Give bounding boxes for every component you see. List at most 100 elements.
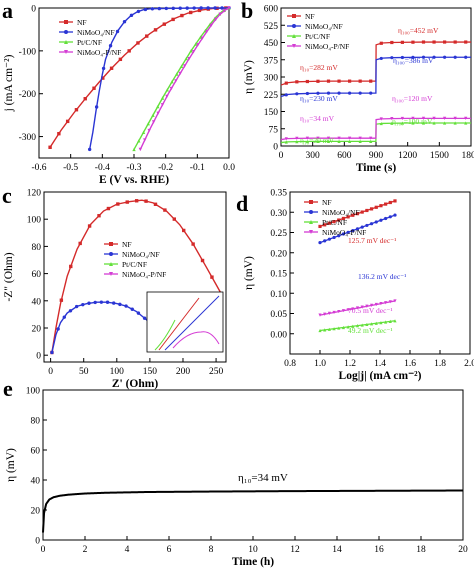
panel-c-point (87, 301, 91, 305)
panel-d-legend-marker (309, 210, 313, 214)
panel-a-legend-label: NiMoO₄/NF (77, 28, 115, 37)
panel-d-axes: 0.8 1.0 1.2 1.4 1.6 1.8 2.0 0.00 0.05 0.10 0.15 0.2… (243, 189, 474, 383)
panel-a-point (209, 23, 213, 27)
panel-a-legend-label: NF (77, 18, 87, 27)
panel-b-point (358, 139, 362, 143)
panel-b-point (443, 55, 447, 59)
panel-d-y-tick-label: 0.30 (270, 209, 287, 219)
panel-b-annotation: η₁₀₀=452 mV (398, 26, 439, 35)
panel-b-point (284, 140, 288, 144)
panel-d-point (388, 319, 392, 323)
panel-d-point (388, 215, 392, 219)
panel-a-y-tick-label: -200 (19, 90, 37, 100)
panel-d-annotation: 125.7 mV dec⁻¹ (348, 236, 396, 245)
panel-d-point (393, 319, 397, 323)
panel-c-point (74, 304, 79, 309)
panel-c-legend-label: Pt/C/NF (122, 260, 147, 269)
panel-b-point (358, 136, 362, 140)
panel-e-y-tick-label: 100 (26, 387, 41, 397)
panel-b-point (464, 55, 468, 59)
panel-a-point (101, 66, 106, 71)
panel-c-y-tick-label: 100 (27, 216, 42, 226)
panel-d-point (337, 234, 341, 238)
panel-d-point (327, 221, 331, 225)
panel-b-point (348, 91, 352, 95)
panel-d-point (384, 301, 388, 305)
panel-d-x-tick-label: 1.2 (344, 359, 356, 369)
panel-d-point (323, 223, 327, 227)
panel-b-point (337, 136, 341, 140)
panel-b-point (284, 81, 288, 85)
panel-d-x-tick-label: 1.8 (434, 359, 446, 369)
panel-a-point (137, 139, 141, 143)
panel-c-point (210, 275, 214, 279)
panel-d-point (365, 322, 369, 327)
panel-c-point (81, 302, 85, 307)
panel-a-point (184, 56, 188, 61)
panel-b-point (411, 121, 415, 125)
panel-d-point (341, 216, 346, 221)
panel-e-x-tick-label: 14 (332, 545, 342, 555)
panel-b-point (411, 116, 415, 120)
panel-a-point (48, 145, 52, 149)
panel-b-point (369, 139, 373, 143)
panel-d-y-tick-label: 0.35 (270, 189, 287, 199)
panel-e-x-tick-label: 16 (374, 545, 384, 555)
panel-c-line (51, 199, 222, 353)
panel-b-point (369, 91, 373, 95)
panel-c-point (99, 300, 104, 304)
panel-b-annotation: η₁₀=20 mV (300, 136, 335, 145)
panel-a-point (174, 79, 178, 83)
panel-e-x-tick-label: 6 (167, 545, 172, 555)
panel-b-annotation: η₁₀=282 mV (300, 63, 338, 72)
panel-e-y-tick-label: 60 (31, 447, 41, 457)
panel-d-point (379, 321, 383, 325)
panel-d-point (318, 313, 322, 317)
panel-b-point (432, 40, 436, 44)
panel-d-point (332, 235, 336, 240)
panel-a-x-tick-label: 0.0 (223, 163, 235, 173)
panel-a-x-tick-label: -0.3 (126, 163, 141, 173)
panel-b-point (453, 40, 457, 44)
panel-d-y-tick-label: 0.10 (270, 290, 287, 300)
panel-d-point (360, 305, 364, 309)
panel-b-point (421, 116, 426, 120)
panel-a-point (187, 57, 191, 61)
panel-b-x-tick-label: 0 (279, 151, 284, 161)
panel-a-point (227, 6, 231, 10)
panel-a-point (108, 44, 113, 48)
panel-e-x-tick-label: 2 (83, 545, 88, 555)
panel-c-legend-marker (109, 262, 113, 266)
panel-d-y-tick-label: 0.15 (270, 270, 287, 280)
panel-e-x-axis-label: Time (h) (232, 556, 274, 568)
panel-a-point (145, 34, 149, 38)
panel-b-y-tick-label: 600 (264, 5, 279, 15)
panel-b-line (280, 117, 471, 141)
panel-c-y-tick-label: 0 (36, 352, 41, 362)
panel-c-point (191, 242, 195, 246)
panel-e-series (42, 489, 464, 533)
panel-d-panel-letter: d (236, 191, 248, 216)
panel-d-legend-marker (309, 200, 313, 204)
panel-b-point (379, 117, 383, 121)
panel-a-legend-marker (64, 30, 68, 34)
panel-b-point (316, 79, 320, 83)
panel-d-x-tick-label: 0.8 (284, 359, 296, 369)
panel-b-legend-marker (292, 34, 296, 38)
panel-d-point (360, 323, 364, 327)
panel-d-point (355, 324, 360, 328)
panel-d-point (393, 299, 397, 303)
panel-d-point (327, 327, 331, 331)
panel-a-frame (38, 7, 230, 159)
panel-d-point (332, 327, 336, 331)
panel-c-legend-marker (109, 272, 113, 276)
panel-e-x-tick-label: 4 (125, 545, 130, 555)
panel-d-legend-label: NF (322, 198, 332, 207)
panel-b-point (316, 136, 320, 140)
panel-c-point (125, 200, 129, 204)
panel-d-point (323, 239, 327, 243)
panel-c-point (136, 311, 141, 315)
panel-a-point (74, 108, 79, 112)
panel-b-annotation: η₁₀₀=386 mV (393, 56, 434, 65)
